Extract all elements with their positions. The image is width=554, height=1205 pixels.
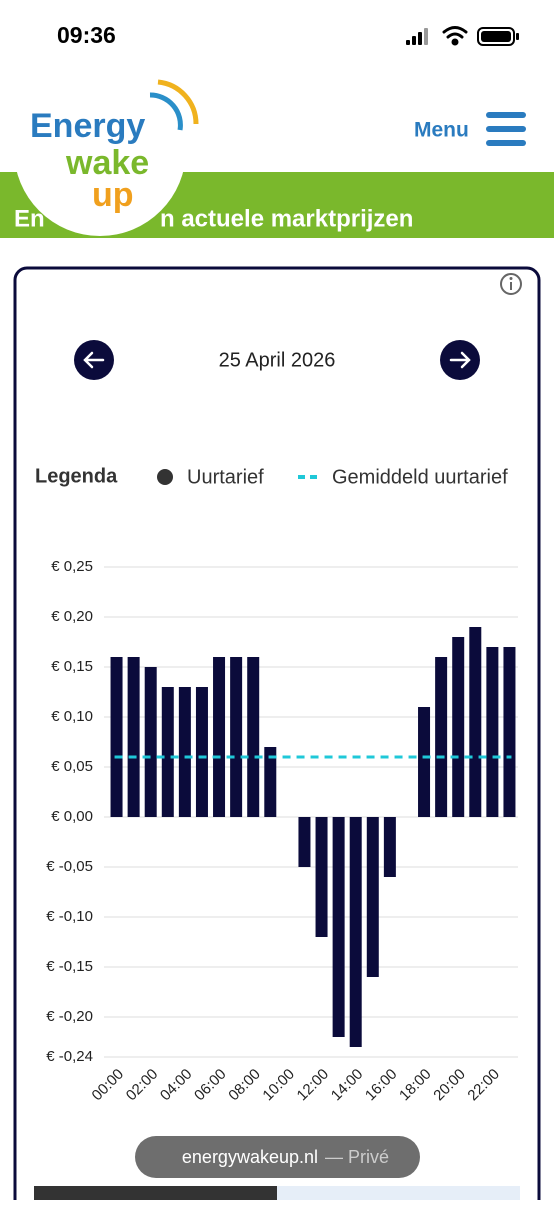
bar xyxy=(469,627,482,817)
logo-text: Energy xyxy=(30,107,145,145)
bar xyxy=(247,657,260,817)
y-tick-label: € 0,00 xyxy=(51,808,93,825)
url-pill[interactable] xyxy=(135,1136,420,1178)
logo-text: wake xyxy=(65,144,149,182)
signal-icon xyxy=(406,28,428,45)
y-tick-label: € -0,15 xyxy=(46,958,93,975)
bar xyxy=(178,687,191,817)
y-tick-label: € 0,15 xyxy=(51,658,93,675)
y-tick-label: € 0,25 xyxy=(51,558,93,575)
legend-marker xyxy=(157,469,173,485)
bar xyxy=(161,687,174,817)
status-time: 09:36 xyxy=(57,22,116,48)
legend-label: Uurtarief xyxy=(187,466,264,488)
bar xyxy=(144,667,157,817)
bar xyxy=(383,817,396,877)
bar xyxy=(127,657,140,817)
y-tick-label: € -0,05 xyxy=(46,858,93,875)
bar xyxy=(195,687,208,817)
info-icon[interactable] xyxy=(500,273,522,295)
logo-badge[interactable] xyxy=(14,64,186,236)
bar xyxy=(298,817,311,867)
y-tick-label: € 0,05 xyxy=(51,758,93,775)
y-tick-label: € -0,10 xyxy=(46,908,93,925)
url-text: energywakeup.nl xyxy=(182,1147,318,1167)
banner-text: n actuele marktprijzen xyxy=(160,205,413,232)
bar xyxy=(315,817,328,937)
bar xyxy=(503,647,516,817)
bar xyxy=(366,817,379,977)
bar xyxy=(332,817,345,1037)
y-tick-label: € -0,20 xyxy=(46,1008,93,1025)
logo-text: up xyxy=(92,176,134,214)
tab-bar xyxy=(277,1186,520,1205)
y-tick-label: € 0,20 xyxy=(51,608,93,625)
date-label: 25 April 2026 xyxy=(219,349,336,371)
logo-arc xyxy=(157,79,199,125)
private-label: — Privé xyxy=(325,1147,389,1167)
y-tick-label: € -0,24 xyxy=(46,1048,93,1065)
bar xyxy=(349,817,362,1047)
next-button[interactable] xyxy=(440,340,480,380)
legend-label: Gemiddeld uurtarief xyxy=(332,466,508,488)
chart-card xyxy=(13,266,541,1205)
wifi-icon xyxy=(442,26,468,46)
bar xyxy=(418,707,431,817)
y-tick-label: € 0,10 xyxy=(51,708,93,725)
bar xyxy=(264,747,277,817)
menu-icon[interactable] xyxy=(486,112,526,146)
bar xyxy=(110,657,123,817)
bar xyxy=(486,647,499,817)
bar xyxy=(435,657,448,817)
bar xyxy=(230,657,243,817)
bar xyxy=(213,657,226,817)
bar xyxy=(452,637,465,817)
battery-icon xyxy=(477,27,519,46)
tab-bar xyxy=(34,1186,277,1205)
menu-label[interactable]: Menu xyxy=(414,119,469,142)
logo-arc xyxy=(149,92,183,131)
prev-button[interactable] xyxy=(74,340,114,380)
legend-title: Legenda xyxy=(35,465,118,487)
